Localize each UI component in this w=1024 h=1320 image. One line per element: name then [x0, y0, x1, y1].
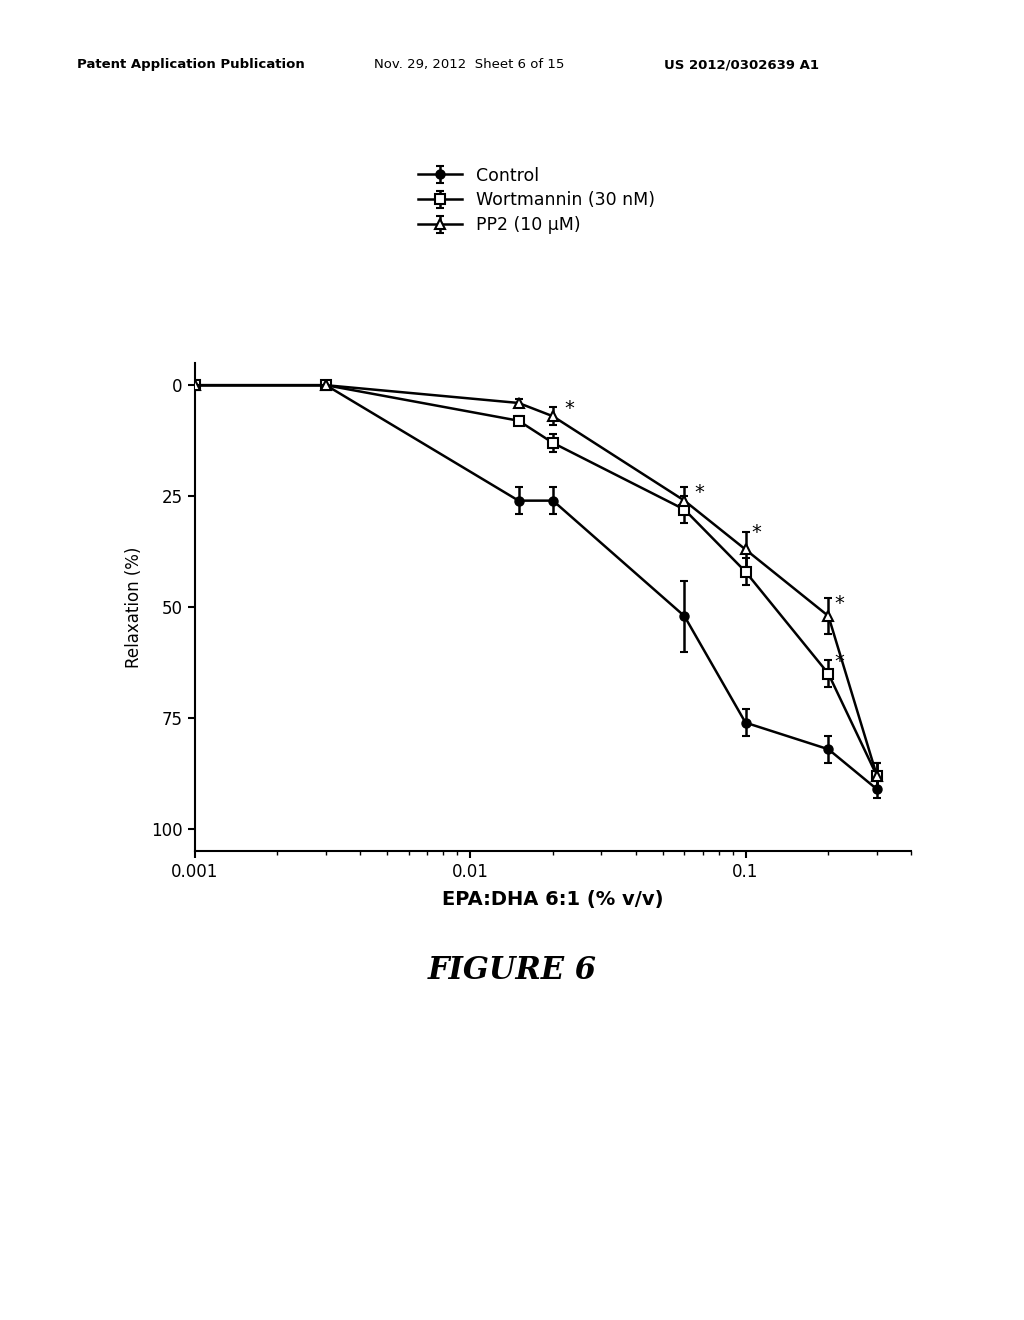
Text: *: *: [835, 652, 844, 671]
Text: Nov. 29, 2012  Sheet 6 of 15: Nov. 29, 2012 Sheet 6 of 15: [374, 58, 564, 71]
Legend: Control, Wortmannin (30 nM), PP2 (10 μM): Control, Wortmannin (30 nM), PP2 (10 μM): [418, 166, 654, 235]
Text: FIGURE 6: FIGURE 6: [427, 954, 597, 986]
Text: *: *: [752, 523, 761, 541]
Text: *: *: [564, 399, 574, 417]
Text: *: *: [835, 594, 844, 612]
Y-axis label: Relaxation (%): Relaxation (%): [125, 546, 142, 668]
Text: US 2012/0302639 A1: US 2012/0302639 A1: [664, 58, 818, 71]
X-axis label: EPA:DHA 6:1 (% v/v): EPA:DHA 6:1 (% v/v): [442, 890, 664, 908]
Text: Patent Application Publication: Patent Application Publication: [77, 58, 304, 71]
Text: *: *: [694, 483, 703, 502]
